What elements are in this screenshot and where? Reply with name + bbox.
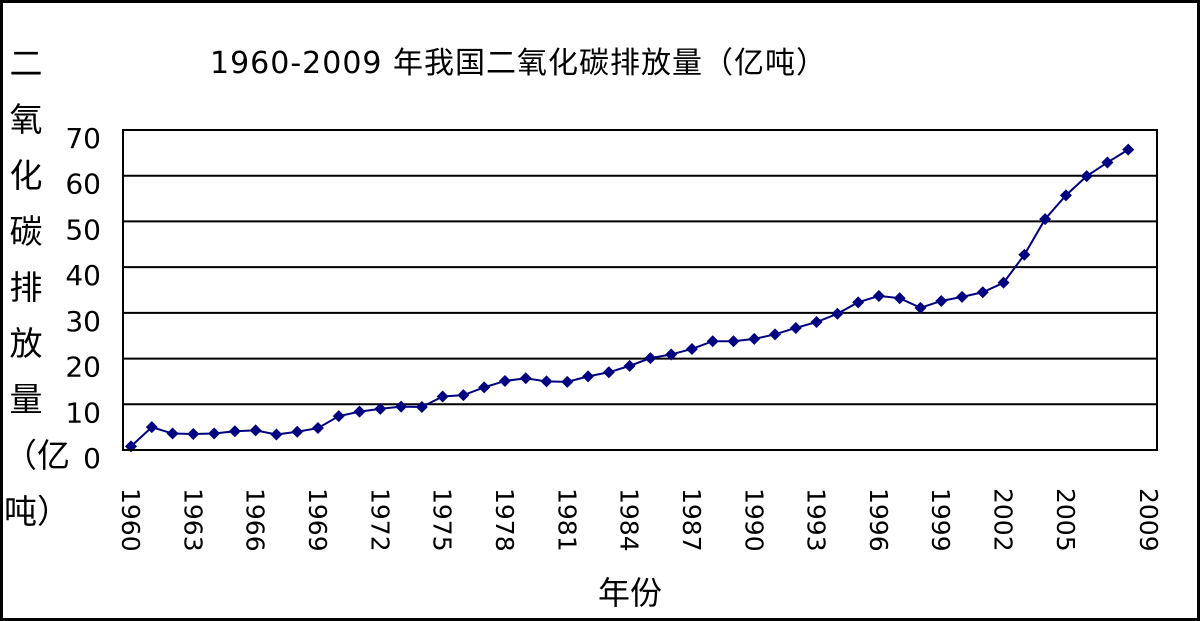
x-tick-label: 1969 [303, 488, 332, 552]
x-tick-label: 1996 [864, 488, 893, 552]
x-tick-label: 1963 [178, 488, 207, 552]
data-point-1969 [311, 422, 324, 435]
x-axis-label: 年份 [598, 574, 663, 612]
data-point-2006 [1080, 170, 1093, 183]
x-tick-label: 1987 [677, 488, 706, 552]
data-point-1973 [395, 400, 408, 413]
x-tick-label: 1984 [615, 488, 644, 552]
x-tick-label: 1999 [926, 488, 955, 552]
data-point-1984 [623, 359, 636, 372]
data-point-1997 [893, 292, 906, 305]
data-point-1986 [665, 348, 678, 361]
data-point-2007 [1101, 156, 1114, 169]
x-tick-label: 1993 [802, 488, 831, 552]
data-point-1962 [166, 427, 179, 440]
data-point-1989 [727, 335, 740, 348]
data-point-1975 [436, 390, 449, 403]
data-point-1979 [519, 372, 532, 385]
data-point-2000 [956, 290, 969, 303]
data-point-1983 [602, 366, 615, 379]
y-tick-label: 0 [83, 442, 101, 475]
data-point-1981 [561, 375, 574, 388]
data-point-2002 [997, 276, 1010, 289]
data-point-1996 [872, 289, 885, 302]
data-point-1999 [935, 294, 948, 307]
data-point-1970 [332, 410, 345, 423]
x-tick-label: 1960 [116, 488, 145, 552]
data-point-1974 [415, 401, 428, 414]
data-point-1995 [852, 296, 865, 309]
data-point-1964 [208, 427, 221, 440]
data-point-1998 [914, 301, 927, 314]
data-point-2004 [1039, 213, 1052, 226]
x-tick-label: 2005 [1051, 488, 1080, 552]
data-point-1987 [685, 342, 698, 355]
data-point-1967 [270, 428, 283, 441]
data-point-2003 [1018, 248, 1031, 261]
x-tick-label: 1966 [241, 488, 270, 552]
data-point-2005 [1059, 189, 1072, 202]
data-point-1977 [478, 381, 491, 394]
data-point-1980 [540, 375, 553, 388]
x-tick-label: 1981 [552, 488, 581, 552]
y-tick-label: 60 [65, 168, 101, 201]
y-tick-label: 40 [65, 259, 101, 292]
y-tick-label: 70 [65, 122, 101, 155]
data-point-1993 [810, 316, 823, 328]
data-point-1972 [374, 402, 387, 415]
y-tick-label: 10 [65, 396, 101, 429]
data-point-1991 [769, 328, 782, 341]
data-point-1963 [187, 428, 200, 440]
x-tick-label: 1975 [428, 488, 457, 552]
data-point-2008 [1122, 143, 1135, 156]
y-tick-label: 50 [65, 213, 101, 246]
x-tick-label: 1990 [739, 488, 768, 552]
chart-title: 1960-2009 年我国二氧化碳排放量（亿吨） [210, 46, 828, 81]
x-tick-label: 2009 [1134, 488, 1163, 552]
data-point-1988 [706, 335, 719, 348]
x-tick-label: 1978 [490, 488, 519, 552]
data-point-1968 [291, 425, 304, 438]
data-point-1992 [789, 321, 802, 334]
data-point-1990 [748, 332, 761, 345]
data-point-2001 [976, 286, 989, 299]
data-point-1971 [353, 405, 366, 418]
y-tick-label: 30 [65, 305, 101, 338]
data-point-1978 [498, 374, 511, 387]
x-tick-label: 1972 [365, 488, 394, 552]
data-point-1961 [145, 421, 158, 434]
data-point-1982 [582, 370, 595, 383]
x-tick-label: 2002 [989, 488, 1018, 552]
data-point-1994 [831, 307, 844, 320]
data-point-1985 [644, 352, 657, 365]
plot-area [122, 129, 1158, 451]
y-tick-label: 20 [65, 351, 101, 384]
data-point-1966 [249, 424, 262, 437]
data-point-1965 [228, 425, 241, 438]
series-line [130, 148, 1129, 448]
data-point-1976 [457, 389, 470, 402]
